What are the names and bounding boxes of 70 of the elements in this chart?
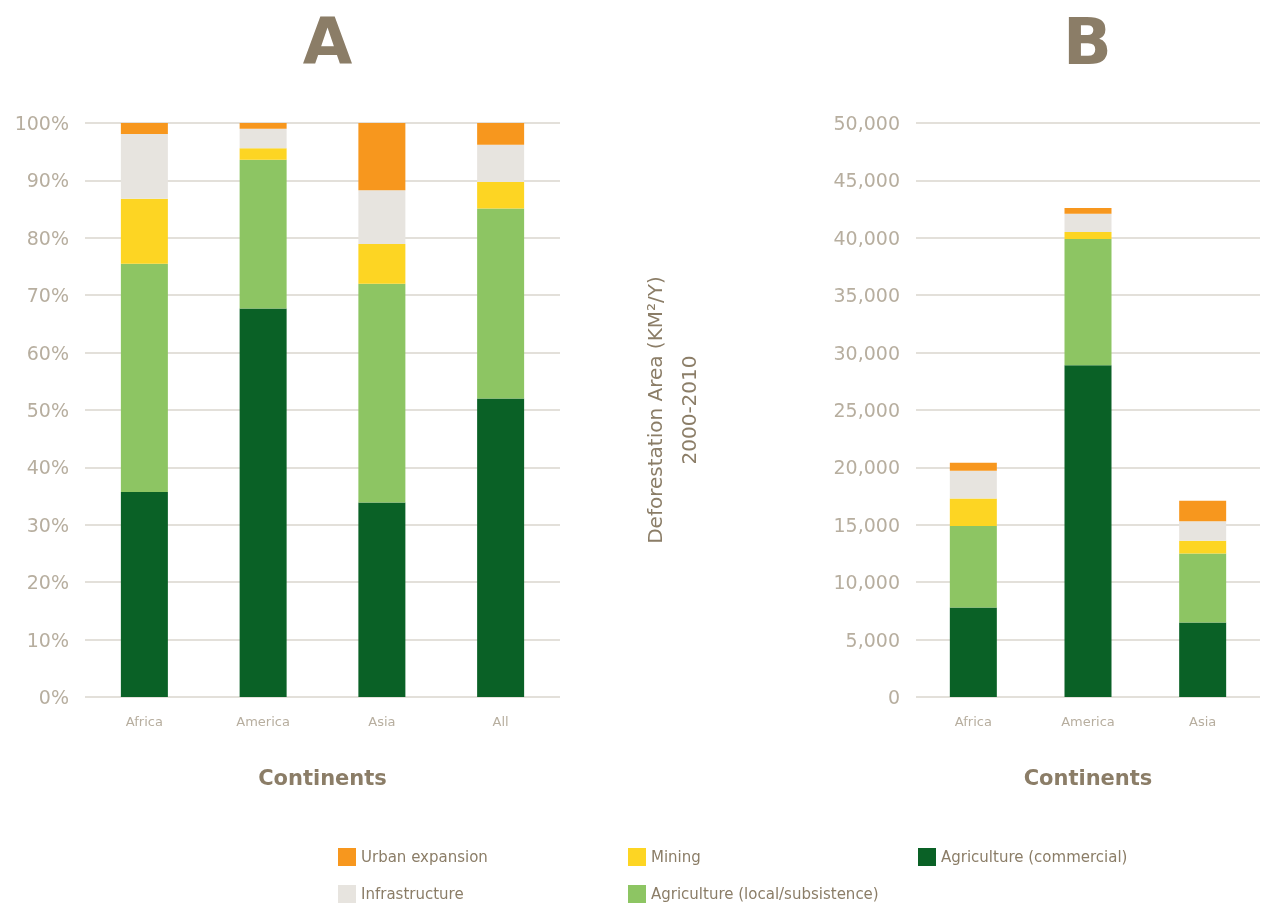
y-tick-label: 30,000	[833, 341, 900, 364]
y-tick-label: 10,000	[833, 571, 900, 594]
y-tick-label: 20,000	[833, 456, 900, 479]
y-tick-label: 5,000	[845, 628, 900, 651]
bar	[1179, 622, 1227, 697]
bar	[1179, 540, 1227, 554]
bar	[949, 470, 997, 499]
x-tick-label: Asia	[1189, 714, 1217, 729]
x-tick-label: All	[492, 714, 509, 729]
y-tick-label: 40,000	[833, 226, 900, 249]
bar	[239, 123, 287, 129]
bar	[358, 244, 406, 284]
x-axis-title: Continents	[1023, 765, 1153, 790]
y-tick-label: 40%	[26, 456, 69, 479]
y-tick-label: 100%	[14, 112, 69, 134]
x-tick-label: Africa	[125, 714, 163, 729]
bar	[358, 283, 406, 503]
y-tick-label: 15,000	[833, 513, 900, 536]
bar	[949, 498, 997, 526]
y-tick-label: 10%	[26, 628, 69, 651]
y-tick-label: 90%	[26, 169, 69, 192]
bar	[358, 123, 406, 191]
legend-label: Mining	[651, 848, 701, 866]
bar	[1179, 500, 1227, 522]
y-tick-label: 45,000	[833, 169, 900, 192]
bar	[949, 525, 997, 608]
bar	[477, 398, 525, 697]
bar	[120, 123, 168, 134]
x-tick-label: America	[1061, 714, 1115, 729]
bar	[1064, 207, 1112, 214]
y-tick-label: 60%	[26, 341, 69, 364]
bar	[1064, 213, 1112, 233]
bar	[239, 128, 287, 149]
bar	[477, 182, 525, 209]
legend-label: Agriculture (commercial)	[941, 848, 1128, 866]
x-tick-label: Africa	[954, 714, 992, 729]
bar	[120, 263, 168, 493]
y-tick-label: 70%	[26, 284, 69, 307]
y-tick-label: 50%	[26, 399, 69, 421]
legend-label: Infrastructure	[361, 885, 464, 903]
y-tick-label: 0	[887, 686, 900, 708]
x-tick-label: Asia	[368, 714, 396, 729]
bar	[120, 198, 168, 264]
y-tick-label: 35,000	[833, 284, 900, 307]
legend-label: Agriculture (local/subsistence)	[651, 885, 879, 903]
y-tick-label: 20%	[26, 571, 69, 594]
bar	[239, 148, 287, 160]
bar	[120, 492, 168, 697]
bar	[239, 308, 287, 697]
bar	[239, 159, 287, 309]
x-tick-label: America	[236, 714, 290, 729]
y-tick-label: 25,000	[833, 399, 900, 421]
chart-title: A	[302, 5, 353, 79]
y-axis-title: Deforestation Area (KM²/Y) 2000-2010	[643, 276, 701, 544]
bar	[477, 208, 525, 399]
y-tick-label: 30%	[26, 513, 69, 536]
bar	[1179, 553, 1227, 623]
bar	[477, 123, 525, 145]
bar	[949, 462, 997, 471]
y-tick-label: 80%	[26, 226, 69, 249]
bar	[358, 502, 406, 697]
legend-label: Urban expansion	[361, 848, 488, 866]
chart-title: B	[1063, 5, 1112, 79]
bar	[1064, 232, 1112, 239]
y-tick-label: 0%	[38, 686, 69, 708]
y-tick-label: 50,000	[833, 112, 900, 134]
bar	[1064, 238, 1112, 366]
bar	[949, 607, 997, 697]
bar	[1064, 365, 1112, 697]
x-axis-title: Continents	[258, 765, 387, 790]
